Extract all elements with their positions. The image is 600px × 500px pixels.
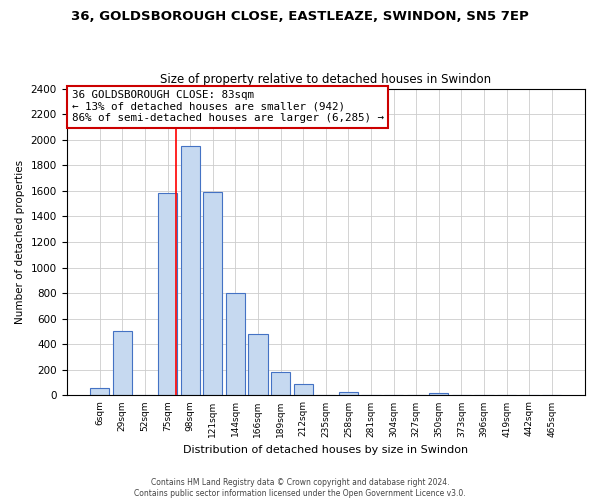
Bar: [181, 146, 200, 396]
X-axis label: Distribution of detached houses by size in Swindon: Distribution of detached houses by size …: [183, 445, 469, 455]
Bar: [226, 293, 245, 396]
Text: Contains HM Land Registry data © Crown copyright and database right 2024.
Contai: Contains HM Land Registry data © Crown c…: [134, 478, 466, 498]
Bar: [113, 332, 132, 396]
Text: 36, GOLDSBOROUGH CLOSE, EASTLEAZE, SWINDON, SN5 7EP: 36, GOLDSBOROUGH CLOSE, EASTLEAZE, SWIND…: [71, 10, 529, 23]
Y-axis label: Number of detached properties: Number of detached properties: [15, 160, 25, 324]
Bar: [293, 384, 313, 396]
Title: Size of property relative to detached houses in Swindon: Size of property relative to detached ho…: [160, 73, 491, 86]
Bar: [248, 334, 268, 396]
Bar: [271, 372, 290, 396]
Bar: [203, 192, 223, 396]
Bar: [429, 393, 448, 396]
Bar: [339, 392, 358, 396]
Bar: [90, 388, 109, 396]
Bar: [158, 194, 177, 396]
Text: 36 GOLDSBOROUGH CLOSE: 83sqm
← 13% of detached houses are smaller (942)
86% of s: 36 GOLDSBOROUGH CLOSE: 83sqm ← 13% of de…: [72, 90, 384, 124]
